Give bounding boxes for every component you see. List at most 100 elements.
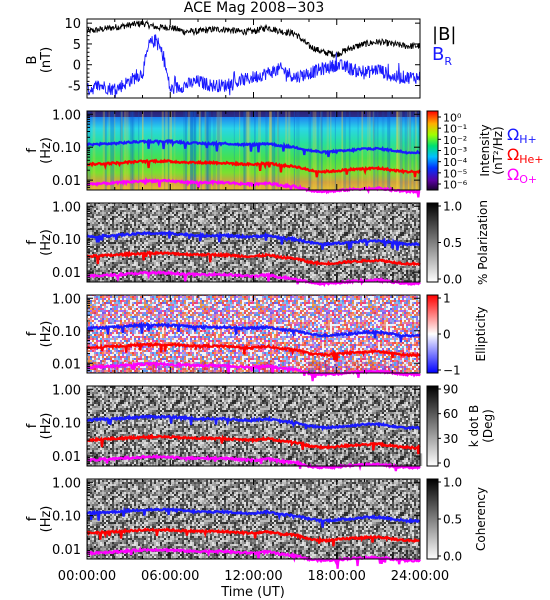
b-ylabel-2: (nT) xyxy=(39,47,54,73)
intensity-ylabel-f: f xyxy=(25,148,40,153)
colorbar-tick-label: 1 xyxy=(443,292,451,306)
b-ytick-label: 5 xyxy=(73,38,81,53)
colorbar-tick-label: −1 xyxy=(443,364,461,378)
freq-ytick-label: 0.01 xyxy=(52,266,81,281)
freq-ytick-label: 0.01 xyxy=(52,357,81,372)
coherency-spectrogram xyxy=(87,479,420,559)
colorbar-tick-label: 30 xyxy=(443,432,458,446)
gyro-line-he-plus xyxy=(86,250,421,267)
gyro-line-h-plus xyxy=(86,506,421,528)
colorbar-tick-label: 90 xyxy=(443,383,458,397)
colorbar-tick-label: 0.0 xyxy=(443,273,462,287)
freq-ytick-label: 1.00 xyxy=(52,108,81,123)
gyro-line-he-plus xyxy=(86,158,421,178)
polarization-colorbar xyxy=(426,202,439,283)
gyro-line-he-plus xyxy=(86,433,421,455)
x-tick-label: 18:00:00 xyxy=(308,569,366,584)
gyro-line-he-plus xyxy=(86,341,421,361)
freq-ytick-label: 0.10 xyxy=(52,325,81,340)
intensity-colorbar-units: (nT²/Hz) xyxy=(491,126,505,174)
kdotb-colorbar xyxy=(426,385,439,467)
freq-ytick-label: 1.00 xyxy=(52,476,81,491)
colorbar-tick-label: 10⁻⁵ xyxy=(443,167,467,180)
legend-omega-h: ΩH+ xyxy=(507,125,537,146)
ellipticity-ylabel-f: f xyxy=(25,331,40,336)
coherency-panel: 1.00 0.10 0.01 f (Hz) 1.0 0.5 0.0 Coherency xyxy=(25,476,488,569)
x-tick-label: 24:00:00 xyxy=(391,569,449,584)
ellipticity-colorbar-title: Ellipticity xyxy=(474,307,488,362)
legend-b-radial-main: B xyxy=(432,44,444,65)
intensity-ylabel-hz: (Hz) xyxy=(39,137,54,164)
polarization-spectrogram xyxy=(87,203,420,282)
coherency-ylabel-hz: (Hz) xyxy=(39,506,54,533)
colorbar-tick-label: 0.5 xyxy=(443,513,462,527)
kdotb-ylabel-f: f xyxy=(25,423,40,428)
gyro-line-h-plus xyxy=(86,138,421,158)
gyro-line-h-plus xyxy=(86,321,421,343)
intensity-colorbar-title: Intensity xyxy=(478,124,492,176)
legend-b-radial: BR xyxy=(432,44,452,68)
legend-b-magnitude: |B| xyxy=(432,24,456,45)
intensity-spectrogram xyxy=(87,111,420,190)
colorbar-tick-label: 1.0 xyxy=(443,476,462,490)
b-ytick-label: 0 xyxy=(73,59,81,74)
colorbar-tick-label: 0 xyxy=(443,328,451,342)
freq-ytick-label: 1.00 xyxy=(52,383,81,398)
freq-ytick-label: 0.10 xyxy=(52,417,81,432)
b-ylabel-1: B xyxy=(25,56,40,65)
x-tick-label: 00:00:00 xyxy=(58,569,116,584)
gyro-line-he-plus xyxy=(86,527,421,547)
freq-ytick-label: 1.00 xyxy=(52,200,81,215)
coherency-colorbar xyxy=(426,478,439,560)
coherency-colorbar-title: Coherency xyxy=(474,487,488,551)
b-series-radial xyxy=(86,34,421,99)
polarization-panel: 1.00 0.10 0.01 f (Hz) 1.0 0.5 0.0 % Polarization xyxy=(25,200,490,288)
ellipticity-panel: 1.00 0.10 0.01 f (Hz) 1 0 −1 Ellipticity xyxy=(25,292,488,382)
kdotb-ylabel-hz: (Hz) xyxy=(39,413,54,440)
colorbar-tick-label: 10⁻⁴ xyxy=(443,156,468,169)
polarization-ylabel-f: f xyxy=(25,240,40,245)
intensity-colorbar xyxy=(426,110,439,191)
colorbar-tick-label: 1.0 xyxy=(443,200,462,214)
freq-ytick-label: 1.00 xyxy=(52,292,81,307)
legend-omega-he: ΩHe+ xyxy=(507,145,544,166)
kdotb-spectrogram xyxy=(87,386,420,466)
kdotb-panel: 1.00 0.10 0.01 f (Hz) 90 60 30 0 k dot B (Deg) xyxy=(25,383,495,472)
gyro-legend: ΩH+ ΩHe+ ΩO+ xyxy=(507,125,544,186)
colorbar-tick-label: 60 xyxy=(443,407,458,421)
freq-ytick-label: 0.01 xyxy=(52,543,81,558)
colorbar-tick-label: 10⁻² xyxy=(443,134,467,147)
colorbar-tick-label: 0.0 xyxy=(443,550,462,564)
kdotb-colorbar-title: k dot B xyxy=(467,405,481,447)
gyro-line-h-plus xyxy=(86,229,421,251)
x-tick-label: 06:00:00 xyxy=(141,569,199,584)
ellipticity-ylabel-hz: (Hz) xyxy=(39,321,54,348)
freq-ytick-label: 0.01 xyxy=(52,174,81,189)
freq-ytick-label: 0.10 xyxy=(52,510,81,525)
legend-b-radial-sub: R xyxy=(444,55,452,68)
legend-omega-o: ΩO+ xyxy=(507,165,537,186)
figure-title: ACE Mag 2008−303 xyxy=(184,0,324,16)
freq-ytick-label: 0.10 xyxy=(52,233,81,248)
b-ytick-label: -5 xyxy=(68,80,81,95)
colorbar-tick-label: 10⁻³ xyxy=(443,145,467,158)
polarization-ylabel-hz: (Hz) xyxy=(39,229,54,256)
gyro-line-h-plus xyxy=(86,414,421,432)
colorbar-tick-label: 0 xyxy=(443,457,451,471)
intensity-panel: 1.00 0.10 0.01 f (Hz) 10⁰10⁻¹10⁻²10⁻³10⁻⁴10⁻⁵… xyxy=(25,108,505,198)
colorbar-tick-label: 10⁻¹ xyxy=(443,123,467,136)
coherency-ylabel-f: f xyxy=(25,516,40,521)
b-series-magnitude xyxy=(86,19,421,59)
b-ytick-label: 10 xyxy=(64,17,81,32)
ellipticity-colorbar xyxy=(426,294,439,374)
polarization-colorbar-title: % Polarization xyxy=(476,200,490,285)
freq-ytick-label: 0.10 xyxy=(52,141,81,156)
colorbar-tick-label: 0.5 xyxy=(443,236,462,250)
kdotb-colorbar-units: (Deg) xyxy=(481,409,495,443)
freq-ytick-label: 0.01 xyxy=(52,450,81,465)
x-axis-label: Time (UT) xyxy=(220,585,285,600)
x-tick-label: 12:00:00 xyxy=(224,569,282,584)
colorbar-tick-label: 10⁰ xyxy=(443,112,462,125)
